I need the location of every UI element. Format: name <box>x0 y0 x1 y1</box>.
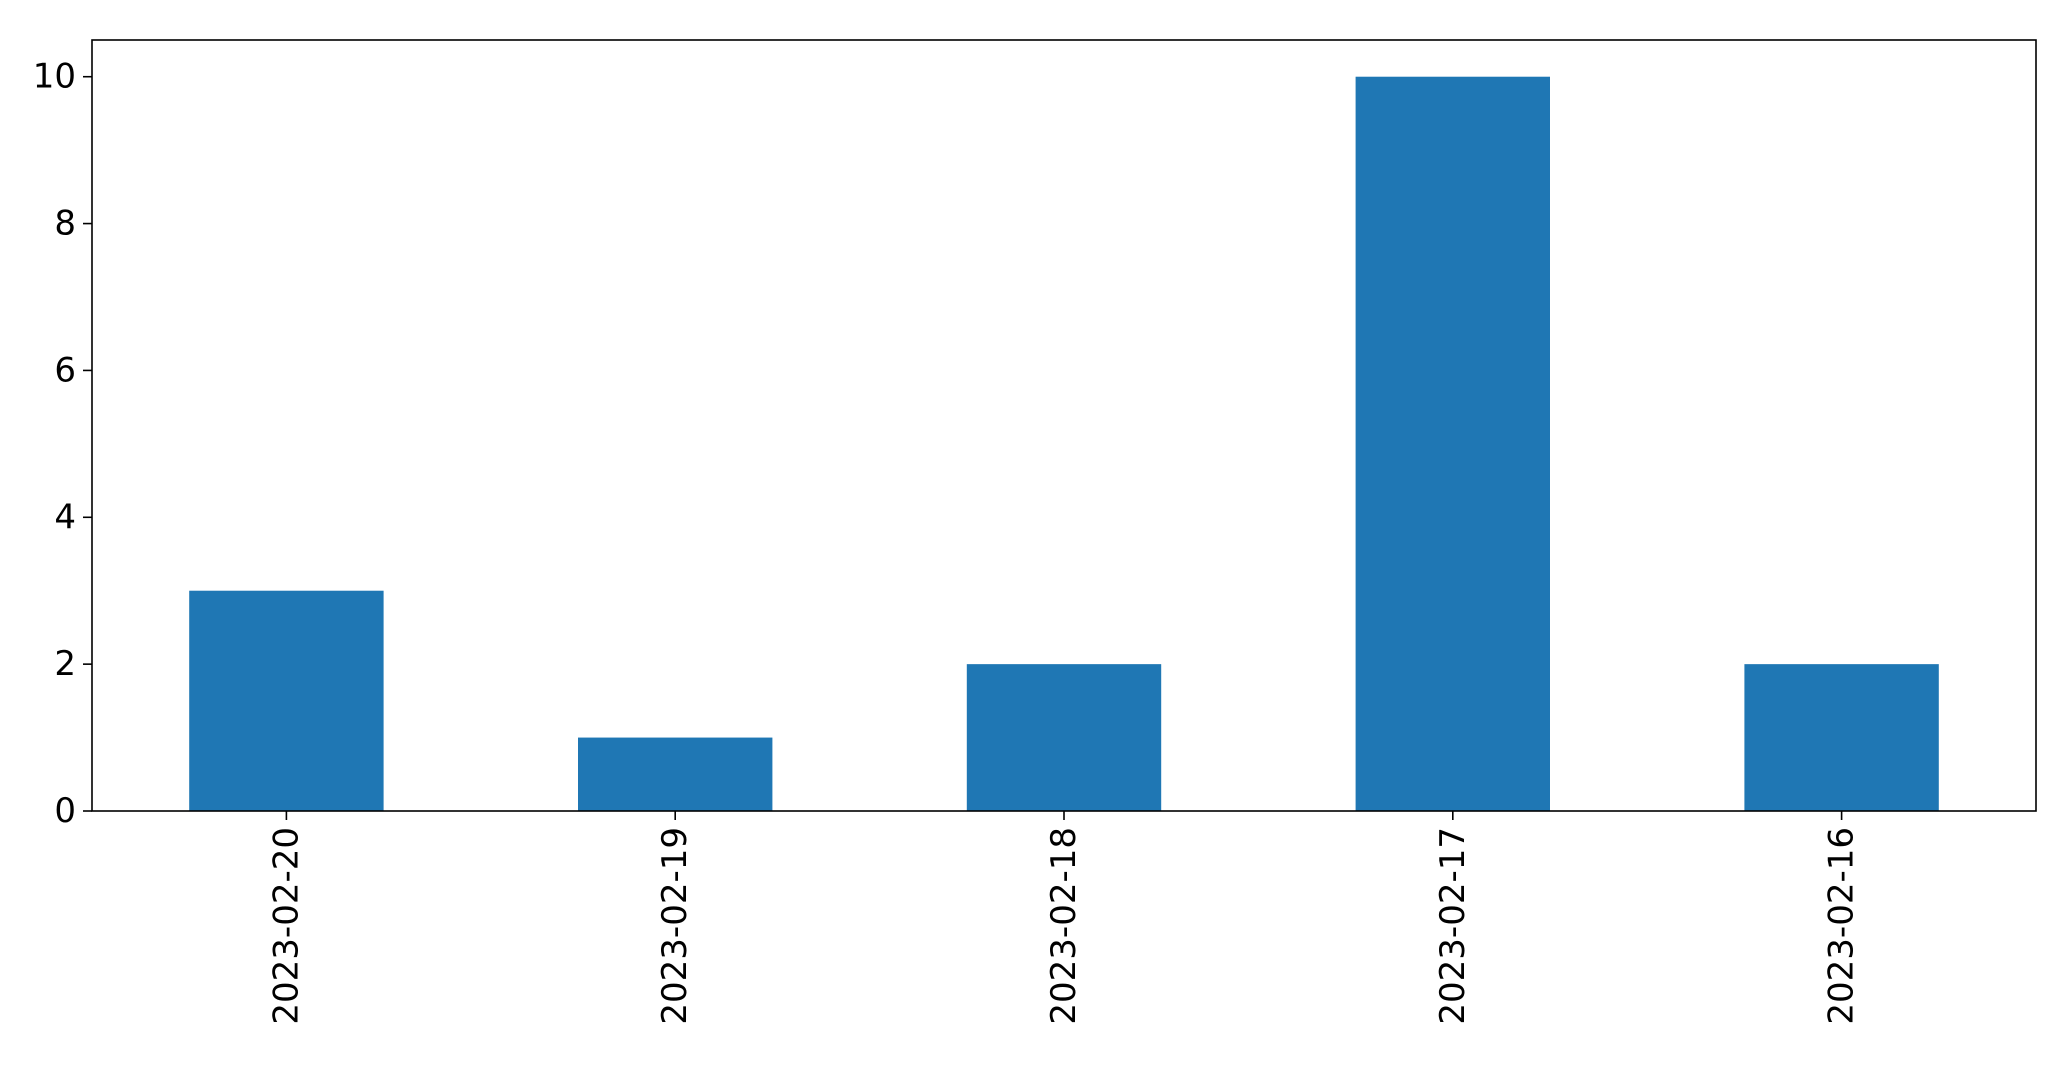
x-tick-label: 2023-02-16 <box>1822 827 1862 1025</box>
y-tick-label: 6 <box>54 350 76 390</box>
x-tick-label: 2023-02-17 <box>1433 827 1473 1025</box>
y-tick-label: 8 <box>54 204 76 244</box>
y-tick-label: 10 <box>33 57 76 97</box>
bar-2023-02-18 <box>966 664 1162 811</box>
bar-2023-02-16 <box>1744 664 1939 811</box>
x-tick-label: 2023-02-18 <box>1044 827 1084 1025</box>
bar-2023-02-17 <box>1355 76 1550 811</box>
bar-2023-02-19 <box>578 737 773 811</box>
x-tick-label: 2023-02-19 <box>655 827 695 1025</box>
y-axis: 0 2 4 6 8 10 <box>33 57 92 831</box>
y-tick-label: 4 <box>54 497 76 537</box>
plot-frame <box>91 39 2037 812</box>
bars-layer <box>189 76 1939 811</box>
y-tick-label: 0 <box>54 791 76 831</box>
bar-2023-02-20 <box>189 590 384 811</box>
y-tick-label: 2 <box>54 644 76 684</box>
x-axis: 2023-02-20 2023-02-19 2023-02-18 2023-02-17… <box>266 811 1862 1025</box>
x-tick-label: 2023-02-20 <box>266 827 306 1025</box>
